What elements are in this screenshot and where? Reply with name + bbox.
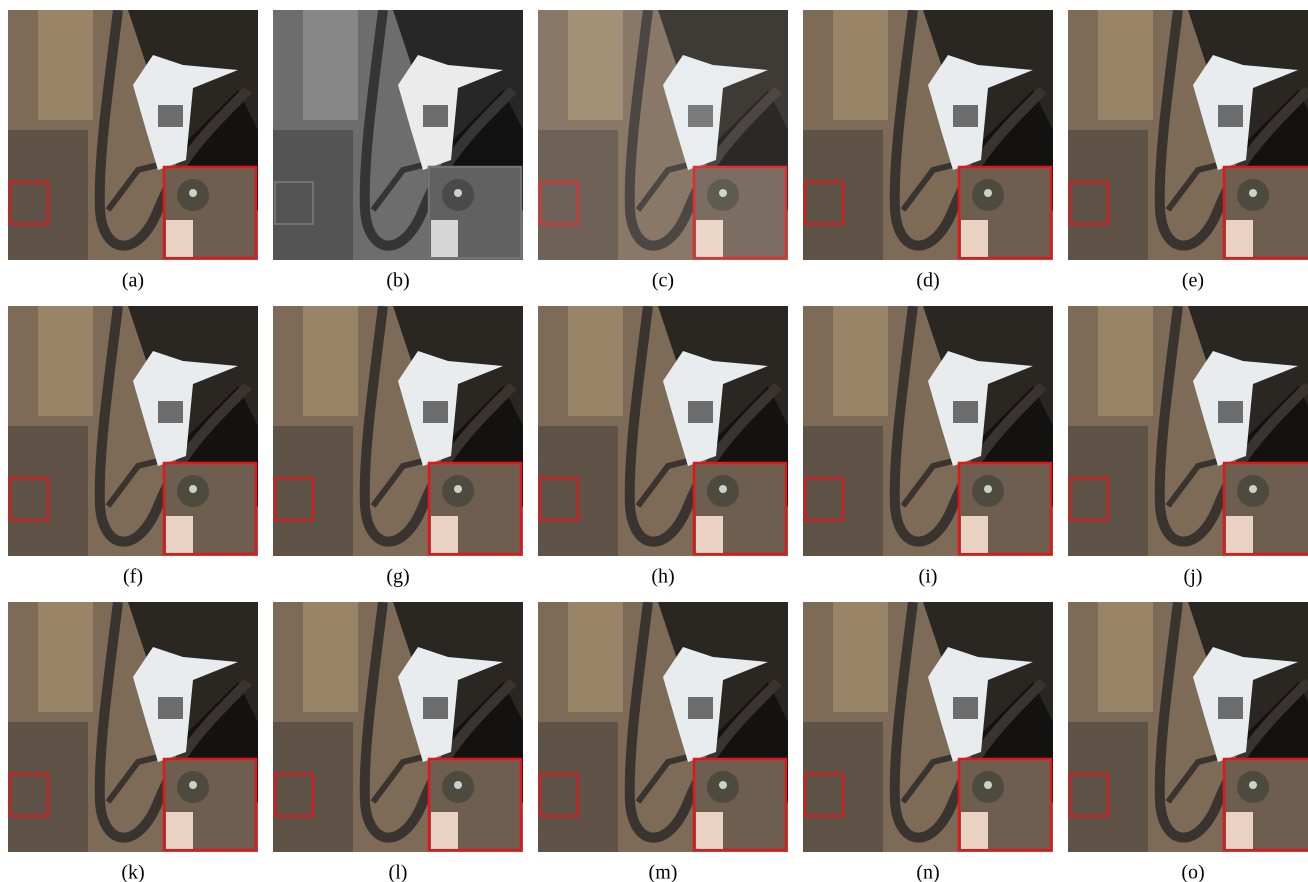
panel-label: (d)	[916, 270, 939, 292]
panel-image	[8, 10, 258, 260]
panel-image	[538, 602, 788, 852]
panel-image	[1068, 306, 1308, 556]
panel: (c)	[538, 10, 788, 292]
panel-image	[1068, 10, 1308, 260]
panel-label: (f)	[123, 566, 143, 588]
panel-image	[803, 10, 1053, 260]
panel-image	[538, 10, 788, 260]
panel-label: (g)	[386, 566, 409, 588]
panel-label: (j)	[1184, 566, 1203, 588]
panel: (h)	[538, 306, 788, 588]
panel: (n)	[803, 602, 1053, 882]
panel-image	[273, 10, 523, 260]
figure: (a) (b) (c) (d) (e) (f) (g) (h) (i) (j) (k) (l) (m) (…	[0, 0, 1308, 882]
panel: (f)	[8, 306, 258, 588]
panel-label: (c)	[652, 270, 674, 292]
panel-label: (b)	[386, 270, 409, 292]
panel-label: (h)	[651, 566, 674, 588]
panel-label: (i)	[919, 566, 938, 588]
page: {"panels": [ {"label": "(a)"}, {"label":…	[0, 0, 1308, 882]
panel: (l)	[273, 602, 523, 882]
panel-image	[8, 602, 258, 852]
panel: (e)	[1068, 10, 1308, 292]
panel-label: (e)	[1182, 270, 1204, 292]
panel-image	[1068, 602, 1308, 852]
panel-label: (n)	[916, 862, 939, 882]
panel: (j)	[1068, 306, 1308, 588]
panel: (i)	[803, 306, 1053, 588]
panel: (b)	[273, 10, 523, 292]
panel-label: (a)	[122, 270, 144, 292]
panel-image	[803, 306, 1053, 556]
panel-label: (l)	[389, 862, 408, 882]
panel-image	[803, 602, 1053, 852]
panel: (g)	[273, 306, 523, 588]
panel-image	[273, 602, 523, 852]
panel-label: (m)	[649, 862, 678, 882]
panel: (o)	[1068, 602, 1308, 882]
panel-label: (o)	[1181, 862, 1204, 882]
panel: (d)	[803, 10, 1053, 292]
panel-image	[273, 306, 523, 556]
panel: (k)	[8, 602, 258, 882]
panel: (m)	[538, 602, 788, 882]
panel-image	[538, 306, 788, 556]
panel-label: (k)	[121, 862, 144, 882]
panel-image	[8, 306, 258, 556]
panel: (a)	[8, 10, 258, 292]
